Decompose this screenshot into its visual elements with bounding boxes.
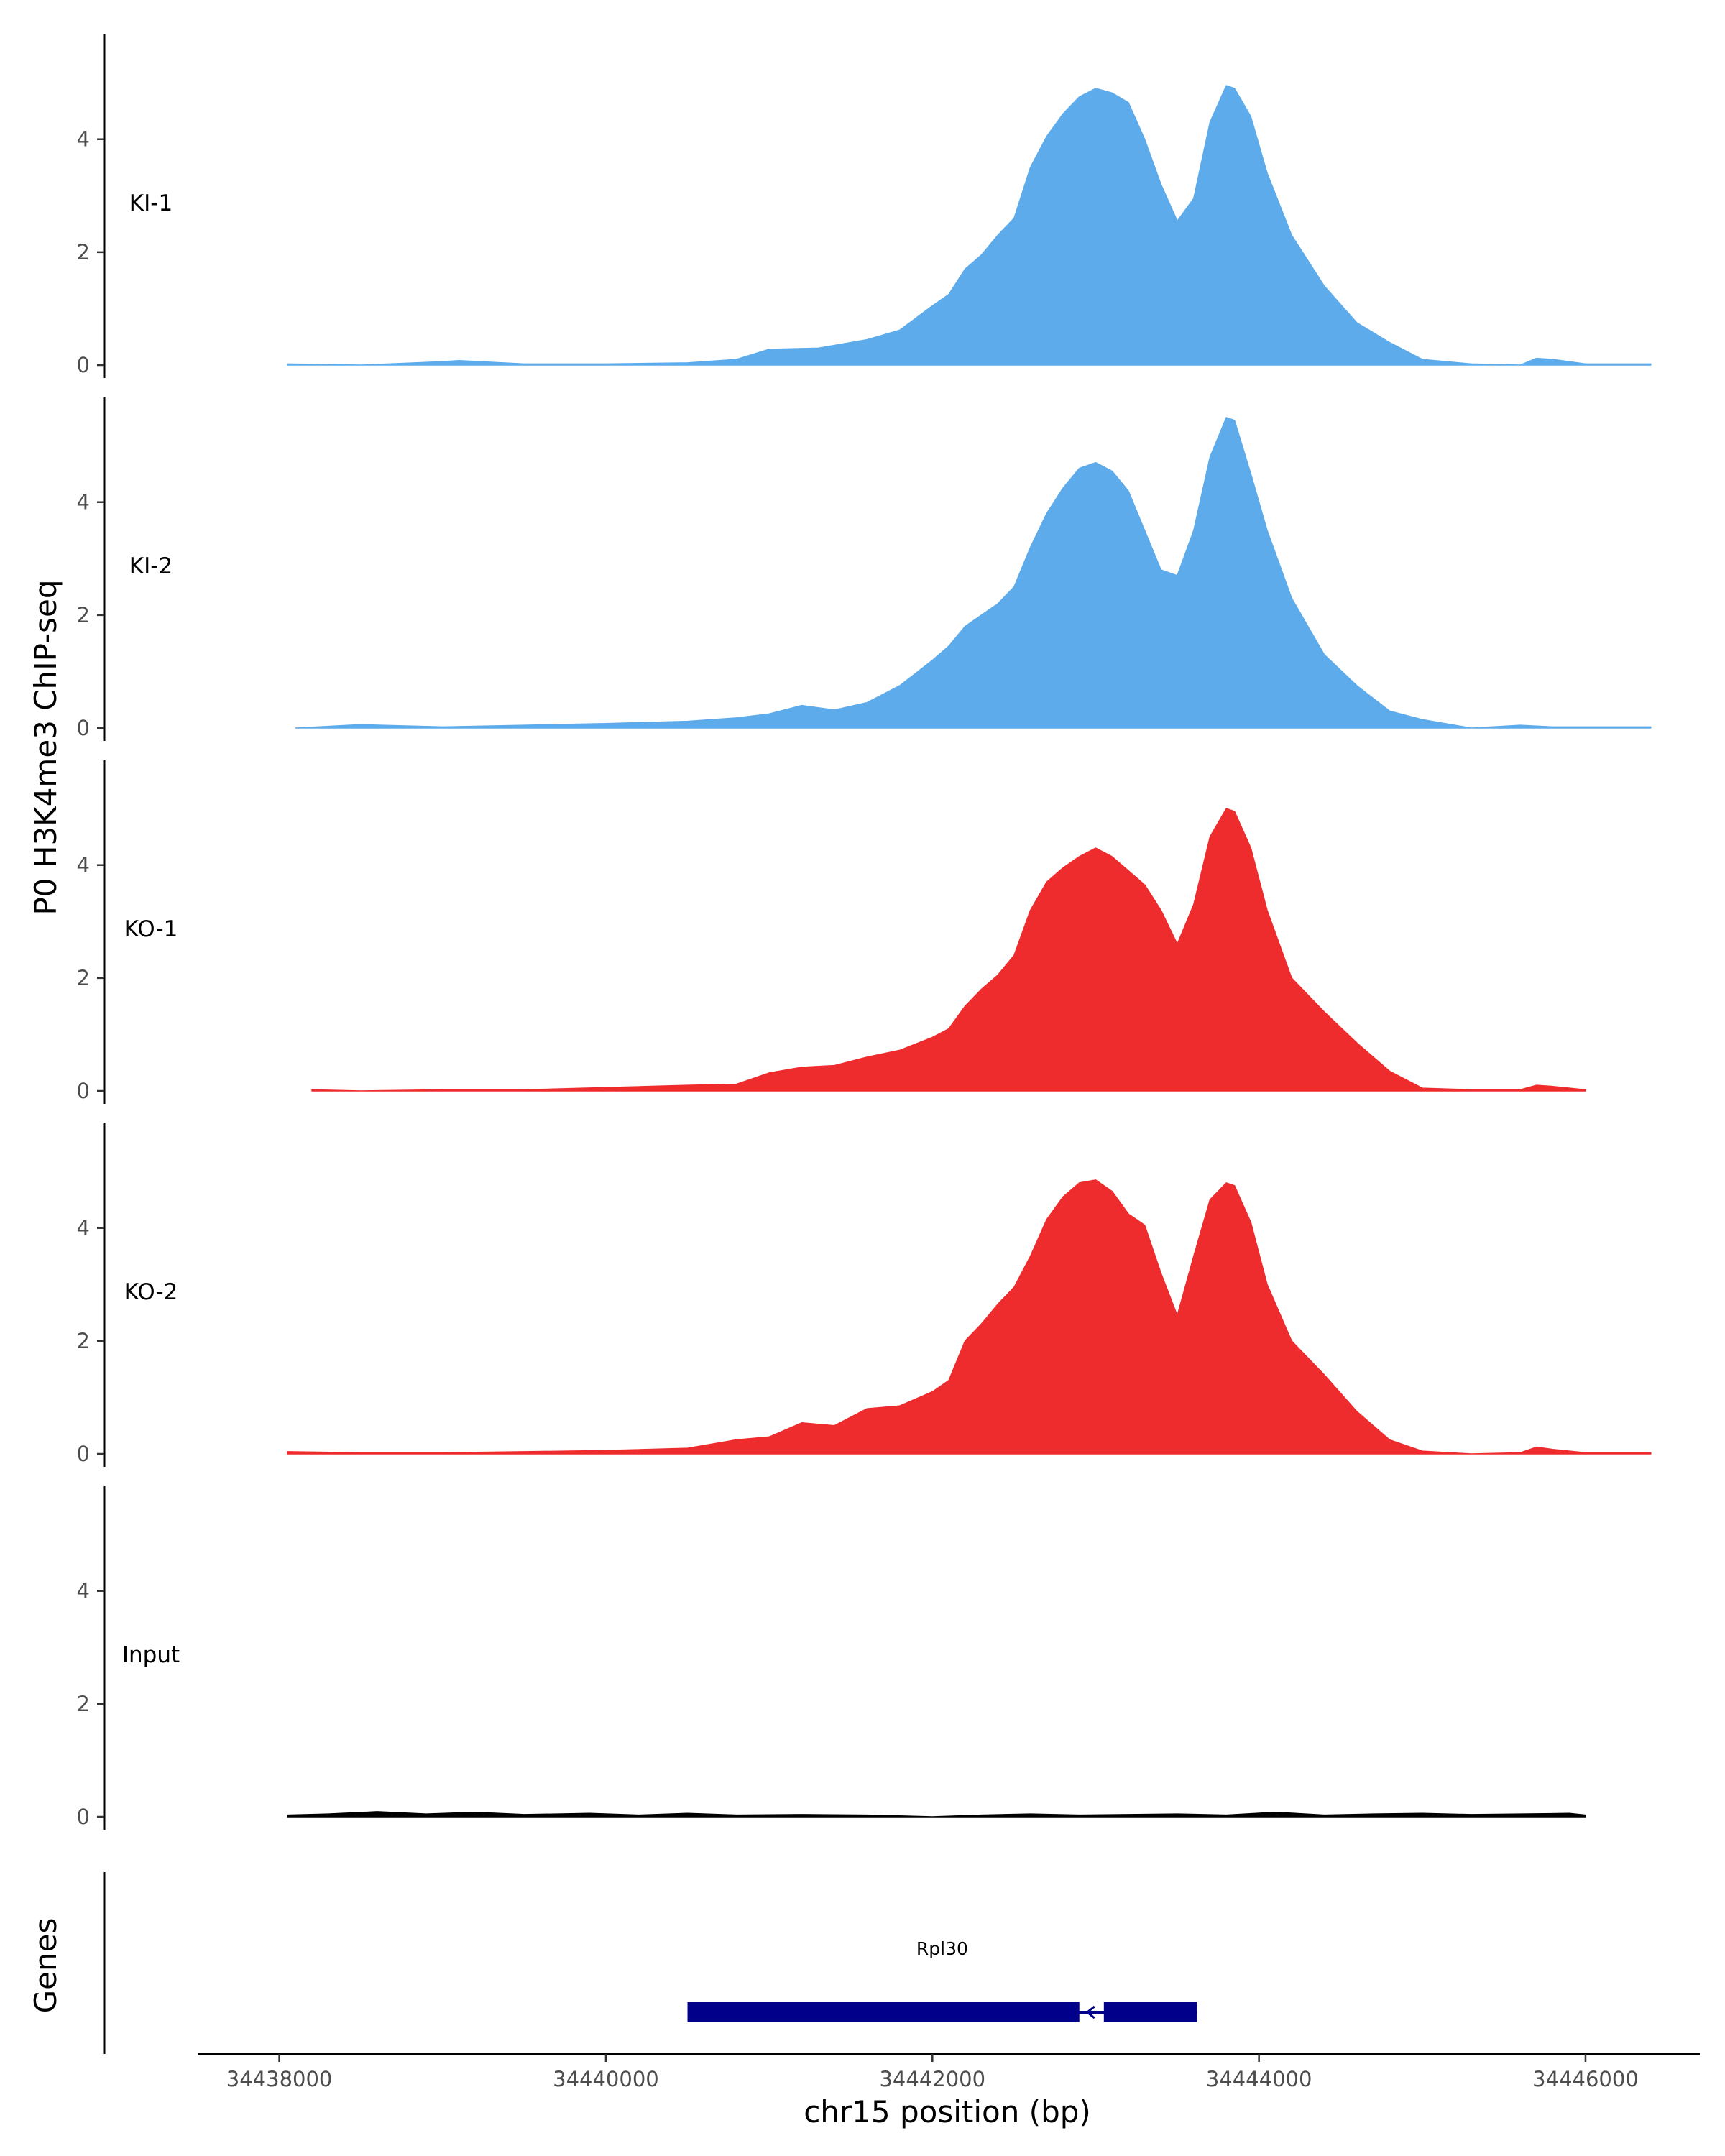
x-tick-label: 34446000 (1532, 2067, 1639, 2091)
series-area (287, 85, 1652, 366)
x-tick-label: 34440000 (553, 2067, 659, 2091)
gene-label: Rpl30 (916, 1938, 968, 1959)
series-area (287, 1179, 1652, 1455)
track-ki-1: 0 2 4 KI-1 (77, 34, 1652, 378)
y-axis-title: P0 H3K4me3 ChIP-seq (28, 579, 63, 915)
series-label: KI-2 (129, 553, 172, 579)
y-tick-label: 0 (77, 353, 90, 377)
series-area (295, 417, 1652, 729)
gene-exon (687, 2002, 1080, 2022)
y-tick-label: 4 (77, 1216, 90, 1240)
y-tick-label: 4 (77, 853, 90, 877)
y-tick-label: 0 (77, 1442, 90, 1466)
y-tick-label: 0 (77, 716, 90, 740)
y-tick-label: 4 (77, 127, 90, 152)
x-tick-label: 34438000 (226, 2067, 333, 2091)
series-label: KO-1 (124, 916, 178, 942)
x-tick-label: 34444000 (1206, 2067, 1312, 2091)
series-label: KO-2 (124, 1279, 178, 1305)
series-area (311, 808, 1586, 1092)
series-label: KI-1 (129, 190, 172, 216)
track-ko-2: 0 2 4 KO-2 (77, 1123, 1652, 1467)
y-tick-label: 2 (77, 240, 90, 264)
y-tick-label: 2 (77, 1692, 90, 1716)
y-tick-label: 0 (77, 1079, 90, 1103)
gene-strand-arrow (1085, 2005, 1095, 2019)
gene-rpl30: Rpl30 (687, 1938, 1197, 2022)
y-tick-label: 0 (77, 1805, 90, 1829)
track-ki-2: 0 2 4 KI-2 (77, 397, 1652, 741)
y-tick-label: 2 (77, 966, 90, 990)
series-label: Input (122, 1642, 180, 1668)
x-axis-title: chr15 position (bp) (804, 2094, 1091, 2129)
genes-track-title: Genes (28, 1918, 63, 2014)
track-ko-1: 0 2 4 KO-1 (77, 760, 1586, 1104)
gene-exon (1103, 2002, 1197, 2022)
track-input: 0 2 4 Input (77, 1486, 1586, 1830)
y-tick-label: 2 (77, 603, 90, 627)
y-tick-label: 4 (77, 490, 90, 515)
series-area (287, 1811, 1586, 1818)
y-tick-label: 2 (77, 1329, 90, 1353)
x-tick-label: 34442000 (879, 2067, 985, 2091)
y-tick-label: 4 (77, 1579, 90, 1603)
